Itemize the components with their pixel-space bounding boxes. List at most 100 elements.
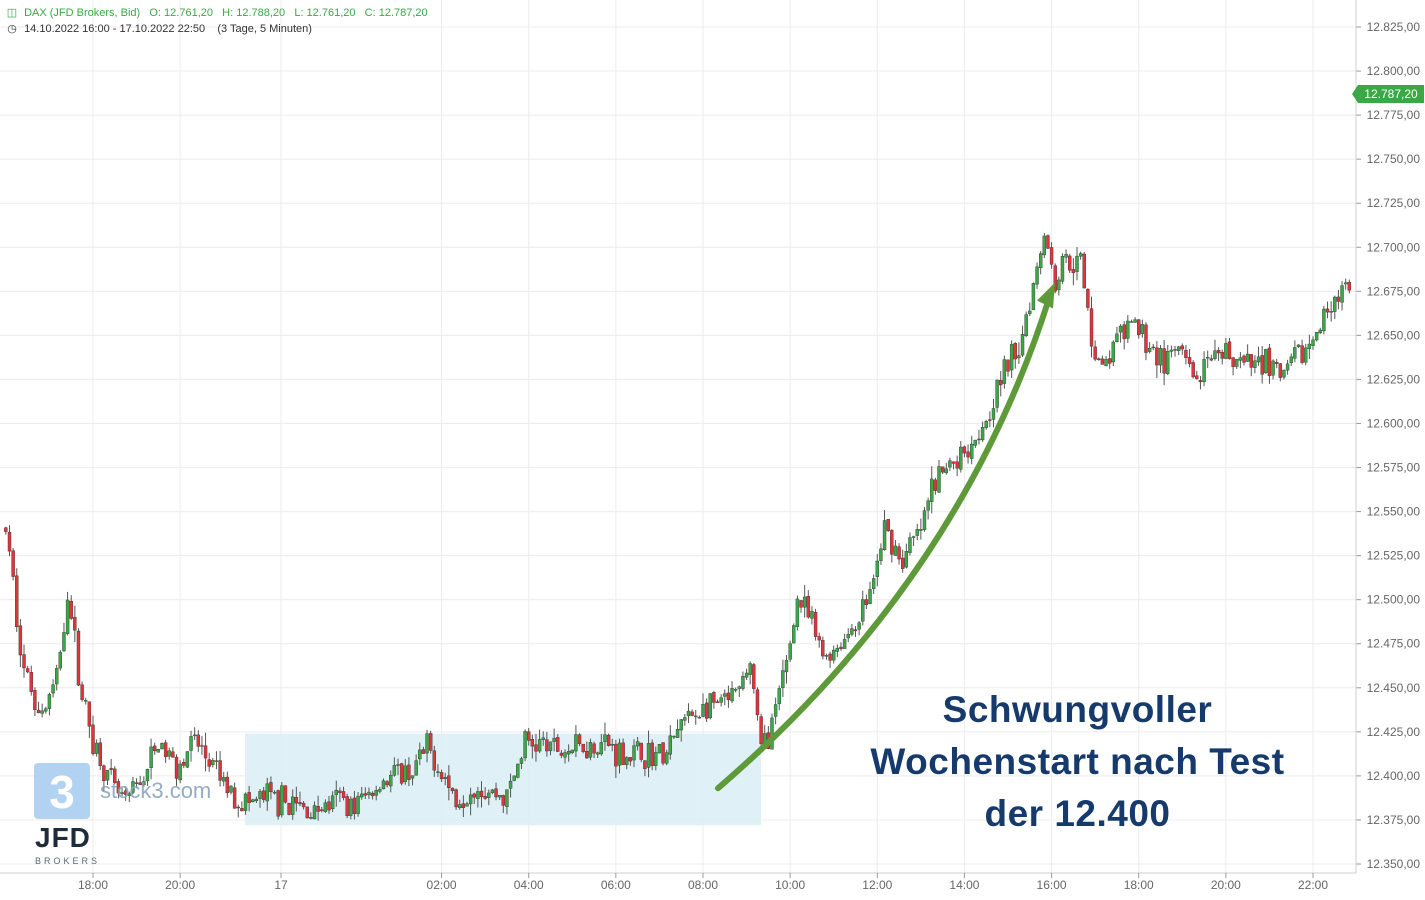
- candle-body: [933, 479, 938, 491]
- candle-body: [741, 676, 745, 689]
- time-range: 14.10.2022 16:00 - 17.10.2022 22:50: [24, 23, 206, 35]
- candle-body: [167, 750, 171, 757]
- current-price-tag: 12.787,20: [1352, 85, 1424, 103]
- candle-body: [748, 663, 752, 675]
- candle-body: [370, 792, 375, 797]
- candle-body: [91, 724, 95, 754]
- candle-body: [864, 599, 869, 605]
- candle-body: [265, 783, 269, 802]
- candle-body: [439, 772, 444, 780]
- candle-body: [890, 530, 894, 555]
- candle-body: [686, 710, 691, 717]
- candle-body: [853, 629, 858, 632]
- candle-body: [203, 745, 208, 759]
- candle-body: [1046, 235, 1050, 249]
- candle-body: [773, 704, 778, 717]
- candle-body: [84, 700, 88, 702]
- candle-body: [80, 684, 84, 700]
- candle-body: [232, 787, 237, 809]
- candle-body: [62, 632, 66, 652]
- current-price-label: 12.787,20: [1364, 87, 1418, 101]
- y-tick-label: 12.750,00: [1367, 152, 1421, 166]
- candle-body: [465, 803, 469, 807]
- candle-body: [1220, 352, 1224, 359]
- candle-body: [1176, 346, 1181, 351]
- candle-body: [697, 717, 702, 719]
- x-tick-label: 14:00: [949, 878, 979, 892]
- candle-body: [1274, 361, 1279, 364]
- broker-logo-subtitle: BROKERS: [35, 856, 101, 866]
- x-tick-label: 20:00: [1211, 878, 1241, 892]
- candle-body: [821, 640, 825, 657]
- candle-body: [704, 702, 709, 719]
- candle-body: [7, 531, 12, 552]
- candle-body: [715, 701, 720, 703]
- candle-body: [207, 759, 211, 767]
- candle-body: [1060, 255, 1065, 282]
- candle-body: [959, 446, 963, 470]
- candle-body: [200, 745, 204, 747]
- candle-body: [1155, 347, 1159, 366]
- candle-body: [911, 536, 916, 538]
- candle-body: [508, 780, 513, 789]
- candle-body: [516, 763, 520, 778]
- candle-body: [603, 734, 607, 743]
- candle-body: [349, 798, 353, 816]
- candle-body: [476, 791, 480, 799]
- candle-body: [320, 809, 324, 811]
- candle-body: [1187, 357, 1192, 364]
- candle-body: [733, 689, 738, 691]
- x-tick-label: 16:00: [1037, 878, 1067, 892]
- candle-body: [599, 742, 604, 755]
- candle-body: [1089, 308, 1094, 347]
- candle-body: [839, 646, 843, 649]
- candle-body: [661, 742, 665, 764]
- candle-body: [646, 743, 651, 768]
- candle-body: [730, 688, 734, 702]
- candle-body: [367, 791, 371, 796]
- candle-body: [36, 709, 41, 714]
- x-tick-label: 10:00: [775, 878, 805, 892]
- candle-body: [1082, 253, 1086, 289]
- candle-body: [654, 752, 658, 766]
- candle-body: [243, 793, 248, 811]
- candle-body: [683, 717, 687, 721]
- candle-body: [1049, 247, 1054, 265]
- y-tick-label: 12.350,00: [1367, 857, 1421, 871]
- candle-body: [1107, 358, 1112, 364]
- candle-body: [1020, 334, 1025, 356]
- candle-body: [1307, 343, 1312, 350]
- candle-body: [196, 734, 200, 747]
- candle-body: [301, 802, 306, 808]
- stock3-logo-icon: 3: [34, 763, 90, 819]
- candle-body: [585, 751, 589, 759]
- candle-body: [1129, 321, 1134, 323]
- candle-body: [1100, 358, 1105, 365]
- candle-body: [261, 790, 266, 800]
- x-tick-label: 22:00: [1298, 878, 1328, 892]
- candle-body: [810, 611, 814, 619]
- candle-body: [1013, 343, 1017, 360]
- candle-body: [944, 468, 948, 474]
- candle-body: [269, 782, 273, 793]
- candle-body: [1289, 356, 1293, 363]
- candle-body: [425, 733, 429, 754]
- candle-body: [421, 749, 426, 754]
- trend-arrow-head: [1037, 282, 1055, 309]
- candle-body: [574, 734, 578, 752]
- candle-body: [868, 589, 872, 604]
- candle-body: [951, 461, 956, 464]
- candle-body: [11, 550, 15, 577]
- candle-body: [832, 649, 836, 661]
- candle-body: [643, 760, 647, 769]
- candle-body: [1162, 348, 1166, 374]
- candle-body: [1064, 254, 1068, 258]
- candle-body: [1137, 319, 1141, 336]
- candle-body: [385, 781, 389, 786]
- candle-body: [47, 694, 52, 709]
- y-tick-label: 12.650,00: [1367, 328, 1421, 342]
- candle-body: [407, 764, 411, 780]
- candle-body: [381, 780, 386, 790]
